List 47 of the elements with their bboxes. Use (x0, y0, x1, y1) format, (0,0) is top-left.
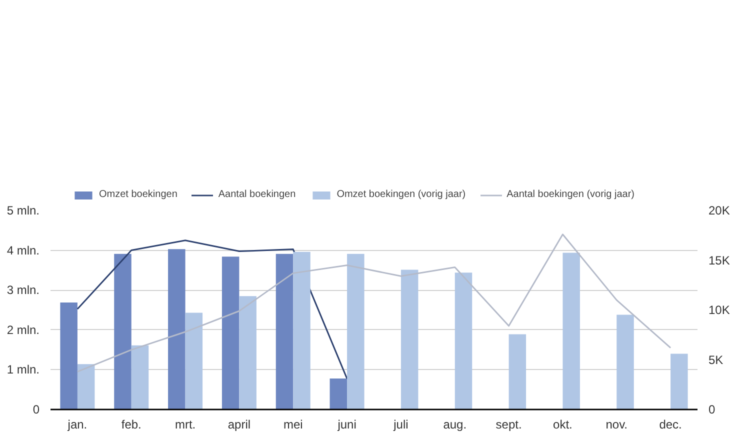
bar (114, 254, 132, 410)
bar (400, 270, 418, 410)
bar (222, 256, 240, 410)
x-tick-label: mrt. (174, 418, 196, 432)
line-series (76, 234, 672, 372)
x-tick-label: april (228, 418, 251, 432)
y2-tick-label: 10K (708, 303, 730, 317)
bar (616, 314, 634, 410)
bar (60, 302, 78, 410)
legend-label: Aantal boekingen (218, 189, 296, 200)
bar (276, 254, 294, 410)
x-tick-label: juni (336, 418, 356, 432)
legend-label: Aantal boekingen (vorig jaar) (506, 189, 634, 200)
bar (293, 252, 310, 410)
y-tick-label: 0 (32, 402, 40, 416)
x-tick-label: dec. (659, 418, 682, 432)
y-tick-label: 4 mln. (6, 243, 40, 258)
bar (239, 296, 256, 410)
x-tick-label: okt. (553, 418, 572, 432)
x-tick-label: nov. (606, 418, 628, 432)
y2-tick-label: 15K (708, 253, 730, 268)
x-tick-label: jan. (66, 418, 88, 432)
y-tick-label: 3 mln. (6, 283, 40, 298)
bar (185, 312, 203, 410)
bar (168, 249, 186, 410)
bar (454, 272, 472, 410)
y2-tick-label: 20K (708, 204, 730, 218)
bar (347, 254, 364, 410)
bar (77, 364, 95, 410)
line-series (76, 240, 348, 380)
legend-label: Omzet boekingen (vorig jaar) (336, 189, 466, 200)
x-tick-label: juli (392, 418, 408, 432)
y-tick-label: 1 mln. (6, 362, 40, 377)
x-tick-label: aug. (443, 418, 467, 432)
bar (330, 378, 348, 410)
x-tick-label: sept. (496, 418, 522, 432)
bar (670, 354, 688, 410)
x-tick-label: feb. (121, 418, 142, 432)
legend-label: Omzet boekingen (99, 189, 178, 200)
y2-tick-label: 0 (708, 402, 716, 416)
bar (131, 345, 149, 410)
y2-tick-label: 5K (708, 352, 724, 367)
bar (508, 334, 526, 410)
y-tick-label: 5 mln. (6, 204, 40, 218)
bar (562, 252, 580, 410)
y-tick-label: 2 mln. (6, 322, 40, 337)
x-tick-label: mei (283, 418, 303, 432)
